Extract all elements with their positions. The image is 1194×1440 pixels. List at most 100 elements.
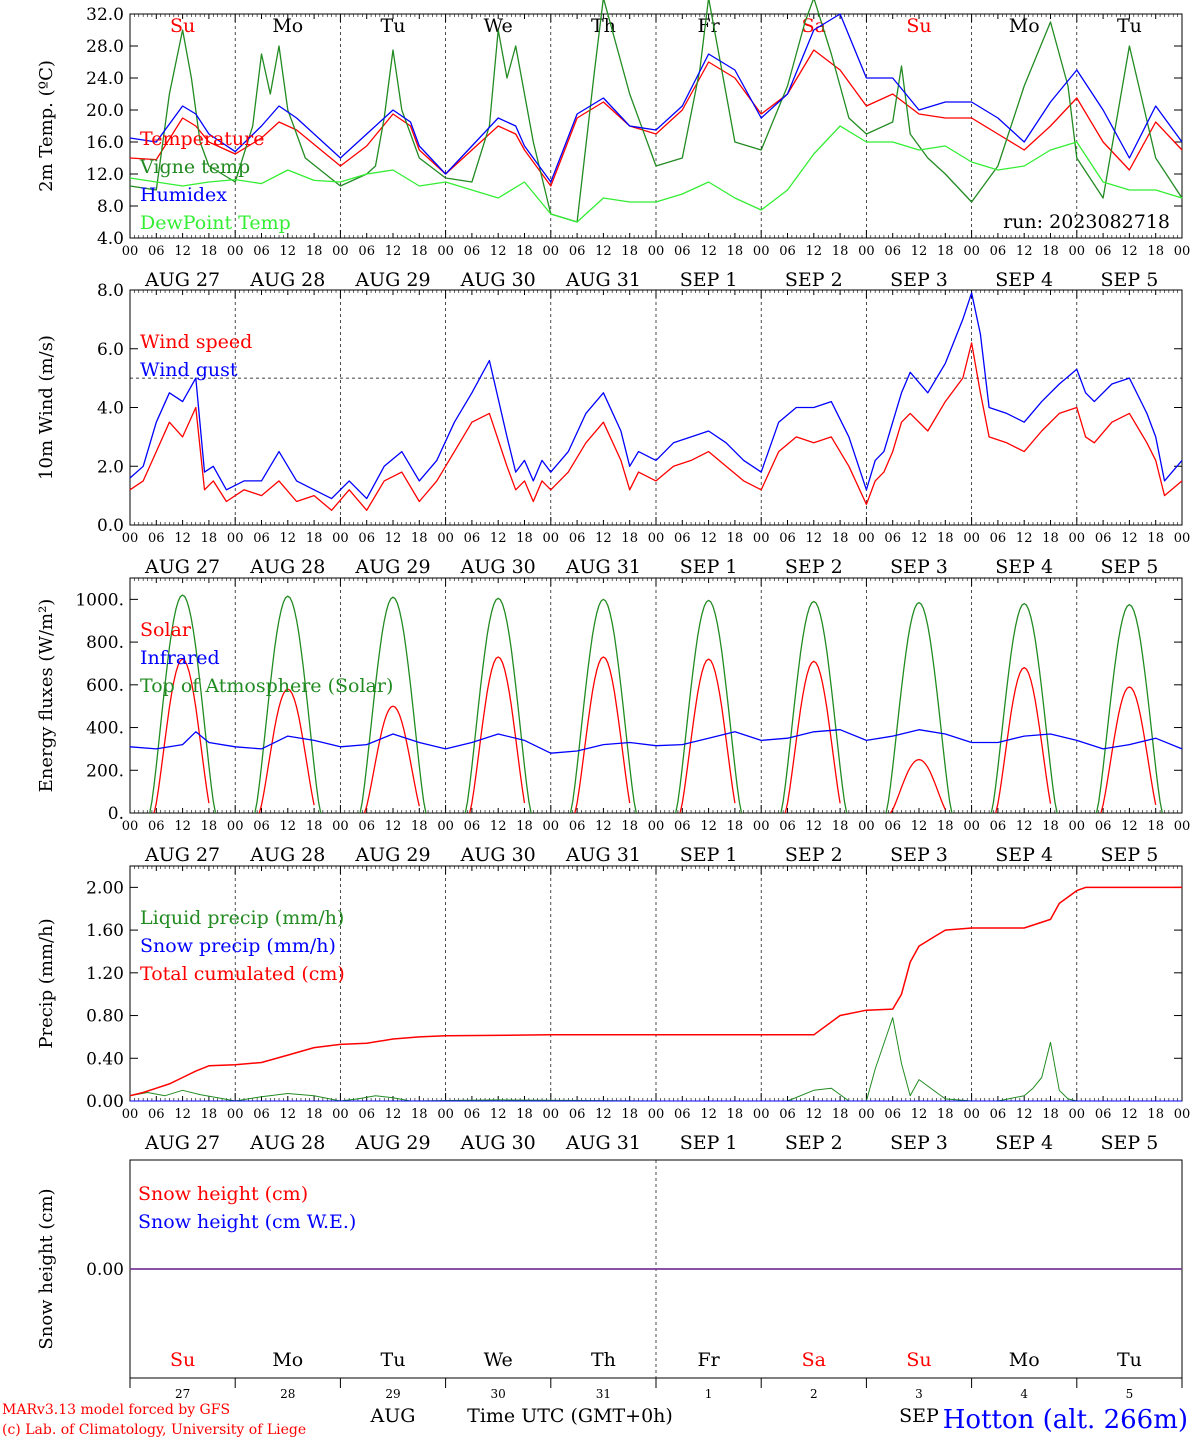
day-number: 1	[705, 1387, 713, 1401]
hour-label: 06	[148, 1107, 165, 1122]
toa-solar-curve	[1095, 603, 1163, 814]
hour-label: 18	[727, 819, 744, 834]
hour-label: 18	[1147, 244, 1164, 259]
y-axis-title: 2m Temp. (ºC)	[36, 60, 57, 192]
hour-label: 12	[280, 819, 297, 834]
y-tick-label: 0.00	[86, 1092, 124, 1112]
hour-label: 18	[1147, 531, 1164, 546]
hour-label: 06	[358, 819, 375, 834]
hour-label: 00	[543, 1107, 560, 1122]
day-number: 31	[596, 1387, 611, 1401]
hour-label: 12	[490, 531, 507, 546]
hour-label: 06	[358, 244, 375, 259]
toa-solar-curve	[149, 594, 217, 814]
panel-1: 00 06 12 18 00 06 12 18 00 06 12 18 00 06 12 18 00 06 12 18…	[36, 0, 1190, 291]
hour-label: 00	[1174, 1107, 1191, 1122]
hour-label: 18	[201, 1107, 218, 1122]
hour-label: 12	[1121, 1107, 1138, 1122]
hour-label: 12	[700, 531, 717, 546]
day-number: 28	[280, 1387, 295, 1401]
hour-label: 12	[700, 1107, 717, 1122]
hour-label: 06	[779, 1107, 796, 1122]
toa-solar-curve	[359, 596, 427, 814]
hour-label: 12	[595, 244, 612, 259]
date-label: SEP 4	[995, 844, 1053, 866]
hour-label: 12	[1121, 531, 1138, 546]
legend-entry: Liquid precip (mm/h)	[140, 907, 344, 929]
date-label: SEP 3	[890, 1132, 948, 1154]
solar-curve	[889, 758, 946, 814]
hour-label: 12	[1016, 819, 1033, 834]
date-label: AUG 29	[354, 269, 430, 291]
y-tick-label: 32.0	[86, 5, 124, 25]
hour-label: 12	[174, 531, 191, 546]
date-label: AUG 31	[565, 269, 641, 291]
hour-label: 00	[963, 531, 980, 546]
hour-label: 18	[937, 244, 954, 259]
day-number: 30	[491, 1387, 506, 1401]
y-tick-label: 1000.	[75, 590, 124, 610]
hour-label: 06	[1095, 1107, 1112, 1122]
hour-label: 12	[490, 1107, 507, 1122]
hour-label: 00	[1174, 244, 1191, 259]
toa-solar-curve	[990, 602, 1058, 814]
hour-label: 00	[122, 244, 139, 259]
hour-label: 18	[727, 531, 744, 546]
hour-label: 06	[464, 819, 481, 834]
hour-label: 18	[621, 531, 638, 546]
hour-label: 06	[884, 1107, 901, 1122]
hour-label: 18	[1042, 819, 1059, 834]
hour-label: 00	[1069, 1107, 1086, 1122]
weekday-label: Su	[170, 15, 195, 37]
y-tick-label: 0.80	[86, 1007, 124, 1027]
toa-solar-curve	[885, 601, 953, 814]
hour-label: 06	[990, 1107, 1007, 1122]
hour-label: 06	[253, 531, 270, 546]
legend-entry: Temperature	[140, 128, 264, 150]
hour-label: 06	[990, 244, 1007, 259]
y-tick-label: 16.0	[86, 133, 124, 153]
hour-label: 06	[148, 819, 165, 834]
y-tick-label: 2.0	[97, 457, 124, 477]
hour-label: 00	[543, 819, 560, 834]
weekday-label: Sa	[802, 15, 826, 37]
hour-label: 18	[516, 819, 533, 834]
x-axis-title: Time UTC (GMT+0h)	[467, 1405, 673, 1427]
hour-label: 18	[411, 244, 428, 259]
date-label: AUG 27	[144, 844, 220, 866]
y-tick-label: 4.0	[97, 229, 124, 249]
date-label: SEP 5	[1100, 556, 1158, 578]
date-label: AUG 27	[144, 269, 220, 291]
date-label: AUG 31	[565, 1132, 641, 1154]
hour-label: 06	[253, 1107, 270, 1122]
hour-label: 12	[700, 244, 717, 259]
hour-label: 00	[227, 819, 244, 834]
panel-3: 00 06 12 18 00 06 12 18 00 06 12 18 00 06 12 18 00 06 12 18…	[36, 577, 1190, 866]
weekday-label: Th	[591, 1349, 616, 1371]
hour-label: 06	[358, 531, 375, 546]
hour-label: 06	[1095, 531, 1112, 546]
solar-curve	[784, 660, 841, 814]
weekday-label: Mo	[1009, 15, 1040, 37]
hour-label: 00	[753, 1107, 770, 1122]
solar-curve	[258, 688, 315, 814]
hour-label: 18	[516, 531, 533, 546]
date-label: SEP 3	[890, 556, 948, 578]
toa-solar-curve	[780, 600, 848, 814]
hour-label: 18	[727, 244, 744, 259]
hour-label: 18	[832, 244, 849, 259]
hour-label: 12	[1016, 1107, 1033, 1122]
weekday-label: Fr	[697, 15, 720, 37]
solar-curve	[995, 666, 1052, 814]
solar-curve	[574, 656, 631, 814]
date-label: SEP 2	[785, 269, 843, 291]
hour-label: 12	[385, 1107, 402, 1122]
weekday-label: We	[484, 1349, 513, 1371]
hour-label: 06	[884, 819, 901, 834]
date-label: AUG 28	[249, 556, 325, 578]
weekday-label: Sa	[802, 1349, 826, 1371]
legend-entry: Top of Atmosphere (Solar)	[140, 675, 393, 697]
y-tick-label: 28.0	[86, 37, 124, 57]
hour-label: 00	[543, 531, 560, 546]
hour-label: 00	[543, 244, 560, 259]
